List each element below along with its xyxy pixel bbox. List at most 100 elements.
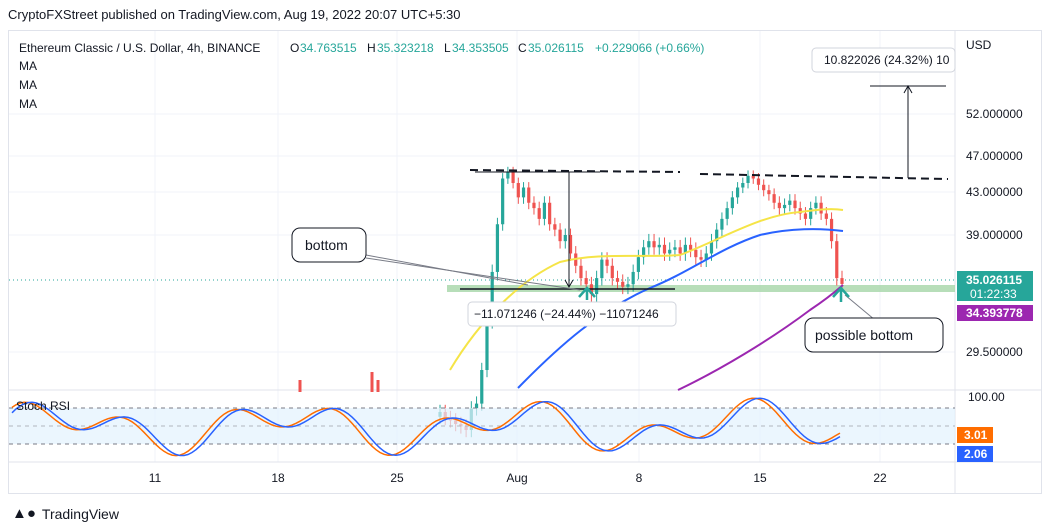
- candle-body: [579, 265, 583, 279]
- measure-down-label-box: [467, 301, 677, 327]
- candle-body: [756, 178, 761, 185]
- measure-arrow-down: [564, 279, 574, 289]
- time-tick-1: 18: [271, 471, 285, 485]
- candle-body: [621, 281, 625, 287]
- candle-body: [798, 208, 802, 214]
- candle-body: [688, 244, 693, 250]
- rsi-k-badge: [957, 446, 993, 462]
- bottom-callout-box[interactable]: [291, 227, 367, 263]
- candle-body: [642, 247, 646, 258]
- legend-ma1[interactable]: MA: [19, 59, 37, 73]
- candle-body: [511, 172, 515, 183]
- resistance-line-right: [699, 173, 949, 180]
- time-tick-2: 25: [390, 471, 404, 485]
- candle-body: [485, 321, 489, 370]
- candle-body: [835, 241, 839, 279]
- candle-body: [542, 202, 547, 219]
- candle-body: [537, 208, 541, 219]
- candle-body: [762, 184, 766, 191]
- candle-body: [298, 380, 302, 392]
- candle-body: [480, 370, 484, 404]
- ma-blue-line: [517, 228, 844, 389]
- candle-body: [803, 213, 808, 219]
- countdown-value: 01:22:33: [970, 287, 1017, 301]
- candle-body: [548, 202, 552, 225]
- legend-l: 34.353505: [452, 41, 509, 55]
- legend-o-label: O: [290, 41, 299, 55]
- candle-body: [694, 249, 698, 258]
- resistance-line-left: [469, 169, 681, 173]
- candle-body: [558, 229, 562, 242]
- candle-body: [516, 183, 520, 198]
- currency-label: USD: [966, 38, 992, 52]
- measure-down-label: −11.071246 (−24.44%) −11071246: [474, 307, 659, 321]
- candle-body: [751, 175, 755, 179]
- candle-body: [501, 178, 505, 225]
- legend-change: +0.229066 (+0.66%): [595, 41, 704, 55]
- possible-bottom-callout-text: possible bottom: [815, 327, 913, 343]
- legend-ma3[interactable]: MA: [19, 97, 37, 111]
- candle-body: [782, 204, 787, 209]
- price-tick-4: 29.500000: [966, 345, 1023, 359]
- time-tick-6: 22: [873, 471, 887, 485]
- rsi-tick-100: 100.00: [968, 390, 1005, 404]
- legend-ma2[interactable]: MA: [19, 78, 37, 92]
- ma-yellow-line: [449, 208, 844, 371]
- ma-value: 34.393778: [966, 306, 1023, 320]
- possible-bottom-arrow-icon: [832, 286, 850, 302]
- candle-body: [662, 244, 667, 254]
- possible-bottom-callout-box[interactable]: [804, 317, 944, 353]
- candle-body: [657, 244, 661, 248]
- candle-body: [814, 202, 818, 209]
- candle-body: [735, 187, 740, 198]
- legend-h-label: H: [367, 41, 376, 55]
- tradingview-logo-icon: ▲●: [12, 505, 36, 522]
- rsi-k-line: [11, 397, 841, 457]
- legend-symbol: Ethereum Classic / U.S. Dollar, 4h, BINA…: [19, 41, 260, 55]
- candle-body: [720, 218, 724, 230]
- candle-body: [605, 259, 609, 266]
- rsi-k-value: 2.06: [964, 447, 988, 461]
- time-axis-ticks: 11 18 25 Aug 8 15 22: [149, 471, 887, 485]
- candle-body: [652, 241, 656, 248]
- candle-body: [819, 202, 823, 214]
- rsi-name[interactable]: Stoch RSI: [16, 399, 70, 413]
- possible-bottom-callout-line: [844, 294, 876, 321]
- ma-purple-line: [677, 284, 844, 391]
- price-axis-ticks: 52.000000 47.000000 43.000000 39.000000 29.5…: [966, 107, 1023, 359]
- time-tick-5: 15: [753, 471, 767, 485]
- bottom-callout-line2: [365, 257, 581, 291]
- candle-body: [647, 241, 651, 248]
- candle-body: [584, 278, 588, 285]
- support-zone: [447, 285, 955, 292]
- candle-body: [746, 175, 750, 183]
- price-tick-1: 47.000000: [966, 149, 1023, 163]
- footer-brand[interactable]: ▲● TradingView: [12, 505, 119, 522]
- candle-body: [595, 278, 599, 295]
- candle-body: [678, 247, 682, 254]
- candle-body: [553, 224, 557, 230]
- legend-c: 35.026115: [528, 41, 584, 55]
- candle-body: [568, 235, 573, 254]
- candle-body: [788, 200, 792, 205]
- rsi-d-value: 3.01: [964, 428, 988, 442]
- candle-body: [563, 235, 567, 242]
- bottom-callout-text: bottom: [305, 237, 348, 253]
- candle-body: [715, 229, 719, 242]
- measure-arrow-up: [903, 84, 913, 94]
- candle-body: [683, 244, 687, 254]
- candle-body: [741, 183, 745, 188]
- legend-h: 35.323218: [377, 41, 434, 55]
- candle-body: [506, 172, 510, 179]
- rsi-d-badge: [957, 427, 993, 443]
- candle-body: [824, 213, 828, 219]
- candle-body: [376, 380, 380, 392]
- last-price-value: 35.026115: [966, 273, 1022, 287]
- last-price-badge: [957, 271, 1033, 301]
- candle-body: [772, 194, 776, 203]
- candle-body: [809, 208, 813, 219]
- bottom-arrow-icon: [578, 286, 596, 300]
- candle-body: [615, 278, 620, 282]
- candle-body: [709, 241, 714, 254]
